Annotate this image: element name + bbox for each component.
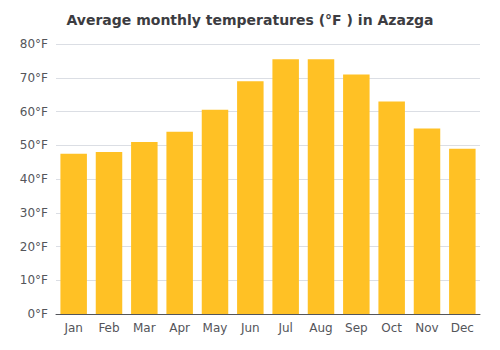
svg-text:80°F: 80°F (20, 37, 48, 51)
svg-text:Jul: Jul (277, 321, 292, 335)
svg-text:50°F: 50°F (20, 138, 48, 152)
svg-text:Dec: Dec (451, 321, 474, 335)
svg-text:20°F: 20°F (20, 240, 48, 254)
svg-text:Jan: Jan (63, 321, 83, 335)
svg-text:30°F: 30°F (20, 206, 48, 220)
svg-text:70°F: 70°F (20, 71, 48, 85)
svg-text:Feb: Feb (98, 321, 119, 335)
svg-text:May: May (203, 321, 228, 335)
svg-text:0°F: 0°F (27, 307, 48, 321)
svg-text:Mar: Mar (133, 321, 156, 335)
svg-text:Aug: Aug (309, 321, 332, 335)
svg-text:Nov: Nov (415, 321, 438, 335)
svg-text:Sep: Sep (345, 321, 368, 335)
svg-text:40°F: 40°F (20, 172, 48, 186)
svg-text:Jun: Jun (240, 321, 260, 335)
svg-text:Average monthly temperatures (: Average monthly temperatures (°F ) in Az… (66, 12, 433, 28)
svg-text:Apr: Apr (169, 321, 190, 335)
svg-text:60°F: 60°F (20, 105, 48, 119)
svg-text:Oct: Oct (381, 321, 402, 335)
svg-text:10°F: 10°F (20, 273, 48, 287)
